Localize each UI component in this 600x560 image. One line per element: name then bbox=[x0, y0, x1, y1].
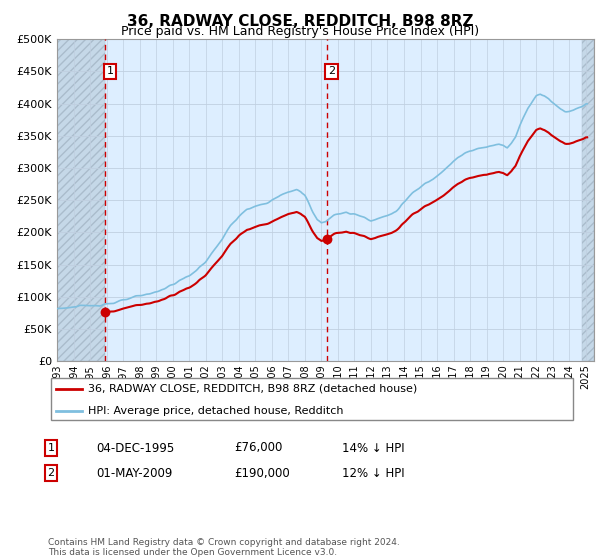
Text: 04-DEC-1995: 04-DEC-1995 bbox=[96, 441, 174, 455]
Text: 36, RADWAY CLOSE, REDDITCH, B98 8RZ (detached house): 36, RADWAY CLOSE, REDDITCH, B98 8RZ (det… bbox=[88, 384, 417, 394]
Text: 01-MAY-2009: 01-MAY-2009 bbox=[96, 466, 172, 480]
Point bbox=[322, 235, 332, 244]
Text: £76,000: £76,000 bbox=[234, 441, 283, 455]
Text: 1: 1 bbox=[107, 67, 113, 76]
Text: 12% ↓ HPI: 12% ↓ HPI bbox=[342, 466, 404, 480]
Text: 14% ↓ HPI: 14% ↓ HPI bbox=[342, 441, 404, 455]
Text: 2: 2 bbox=[328, 67, 335, 76]
Text: HPI: Average price, detached house, Redditch: HPI: Average price, detached house, Redd… bbox=[88, 406, 343, 416]
Text: £190,000: £190,000 bbox=[234, 466, 290, 480]
Text: Price paid vs. HM Land Registry's House Price Index (HPI): Price paid vs. HM Land Registry's House … bbox=[121, 25, 479, 38]
Point bbox=[100, 308, 110, 317]
Text: 36, RADWAY CLOSE, REDDITCH, B98 8RZ: 36, RADWAY CLOSE, REDDITCH, B98 8RZ bbox=[127, 14, 473, 29]
Text: Contains HM Land Registry data © Crown copyright and database right 2024.
This d: Contains HM Land Registry data © Crown c… bbox=[48, 538, 400, 557]
Text: 2: 2 bbox=[47, 468, 55, 478]
Text: 1: 1 bbox=[47, 443, 55, 453]
FancyBboxPatch shape bbox=[50, 377, 574, 421]
